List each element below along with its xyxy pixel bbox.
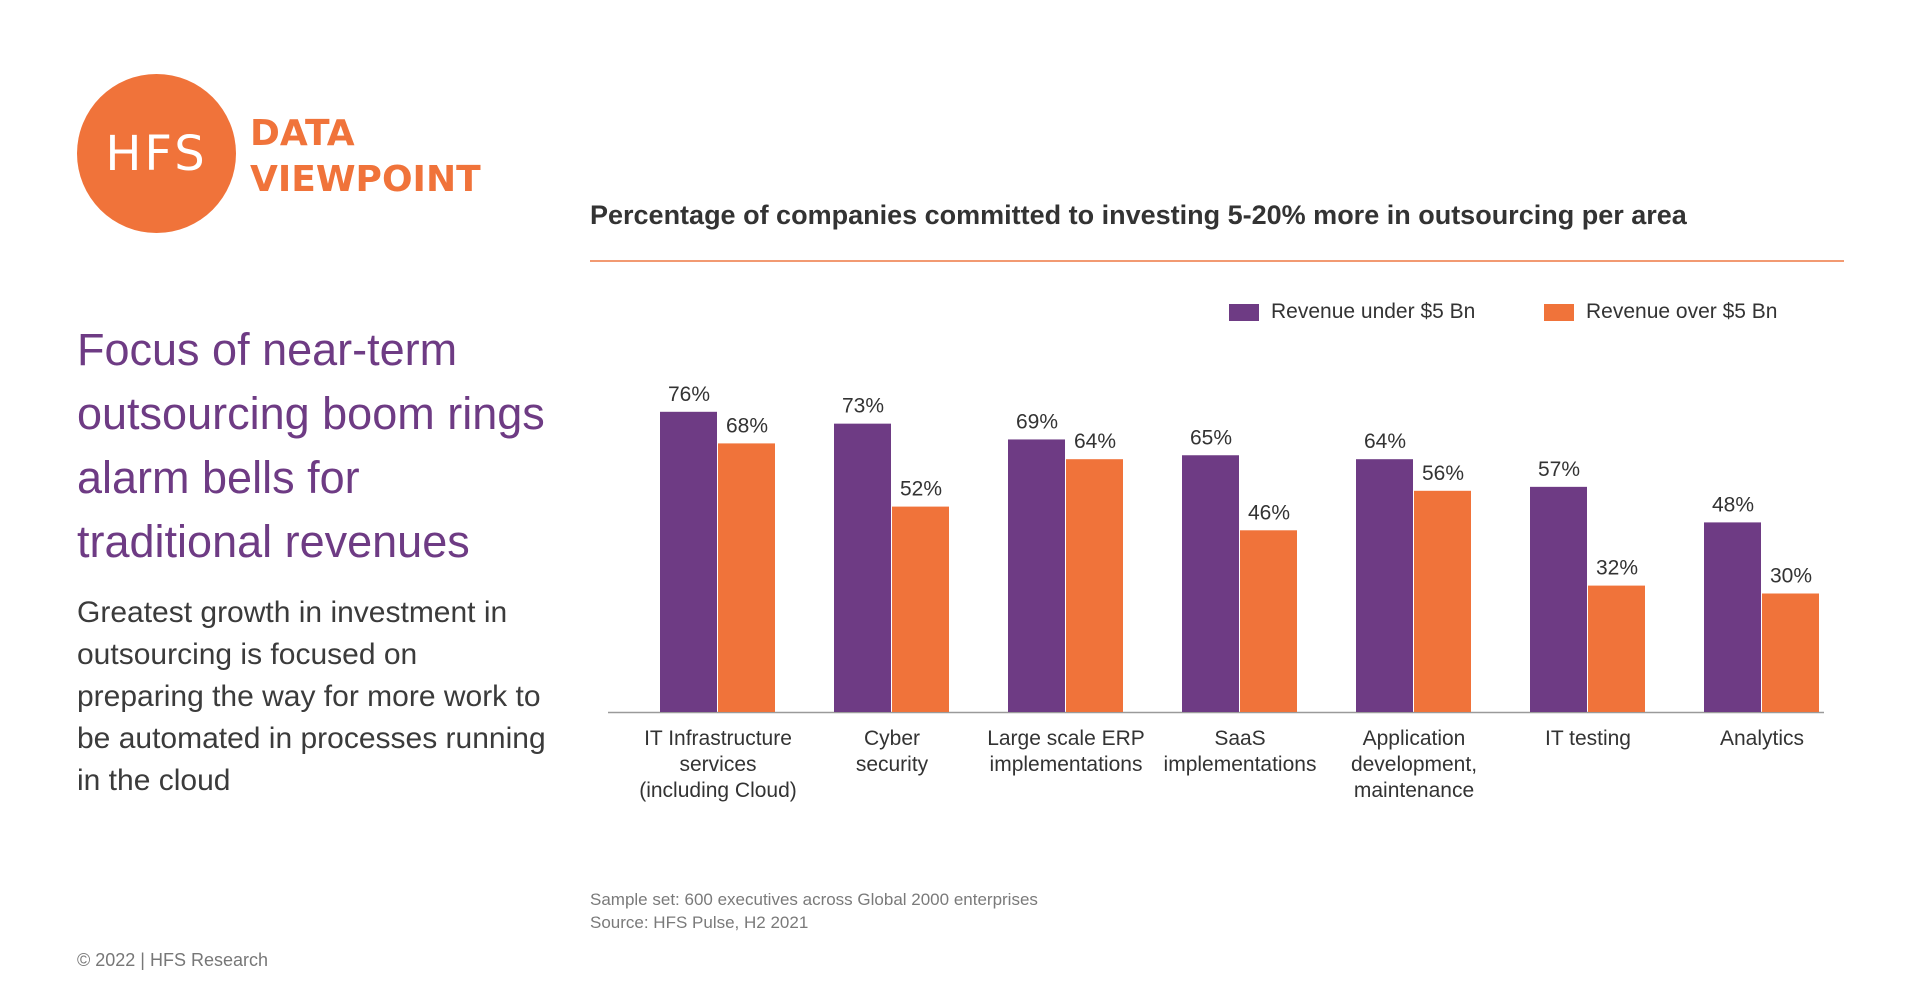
category-label-5-line-0: IT testing xyxy=(1545,727,1631,750)
chart-title: Percentage of companies committed to inv… xyxy=(590,200,1687,230)
source-citation-line: Source: HFS Pulse, H2 2021 xyxy=(590,913,809,932)
legend-label-under-5bn: Revenue under $5 Bn xyxy=(1271,300,1476,323)
value-label-over-5bn-3: 46% xyxy=(1248,501,1290,524)
source-sample-line: Sample set: 600 executives across Global… xyxy=(590,890,1038,909)
category-label-3-line-0: SaaS xyxy=(1214,727,1265,750)
page-subtext: Greatest growth in investment in outsour… xyxy=(77,596,546,797)
category-label-0-line-2: (including Cloud) xyxy=(639,779,797,802)
category-label-4-line-2: maintenance xyxy=(1354,779,1474,802)
bar-over-5bn-1 xyxy=(892,506,949,712)
value-label-under-5bn-6: 48% xyxy=(1712,493,1754,516)
bar-under-5bn-2 xyxy=(1008,439,1065,712)
value-label-under-5bn-1: 73% xyxy=(842,395,884,418)
bar-chart: 76% 68% IT Infrastructure services (includin… xyxy=(608,383,1824,802)
category-label-1-line-1: security xyxy=(856,753,929,776)
category-label-4-line-1: development, xyxy=(1351,753,1477,776)
value-label-under-5bn-0: 76% xyxy=(668,383,710,406)
bar-under-5bn-6 xyxy=(1704,522,1761,712)
title-divider xyxy=(590,260,1844,262)
category-label-6-line-0: Analytics xyxy=(1720,727,1804,750)
category-label-2-line-0: Large scale ERP xyxy=(987,727,1145,750)
value-label-under-5bn-3: 65% xyxy=(1190,426,1232,449)
page-headline: Focus of near-term outsourcing boom ring… xyxy=(77,324,545,567)
bar-under-5bn-3 xyxy=(1182,455,1239,712)
bar-under-5bn-0 xyxy=(660,411,717,712)
category-label-0-line-1: services xyxy=(679,753,756,776)
value-label-under-5bn-5: 57% xyxy=(1538,458,1580,481)
logo-tagline-line2: VIEWPOINT xyxy=(250,159,481,200)
value-label-over-5bn-6: 30% xyxy=(1770,565,1812,588)
legend-swatch-purple xyxy=(1229,303,1259,321)
logo-tagline-line1: DATA xyxy=(250,113,355,154)
bar-over-5bn-5 xyxy=(1588,585,1645,712)
category-label-0-line-0: IT Infrastructure xyxy=(644,727,792,750)
bar-over-5bn-6 xyxy=(1762,593,1819,712)
bar-under-5bn-1 xyxy=(834,423,891,712)
value-label-over-5bn-5: 32% xyxy=(1596,557,1638,580)
hfs-logo-mark: HFS xyxy=(105,125,208,182)
legend-swatch-orange xyxy=(1544,303,1574,321)
category-label-2-line-1: implementations xyxy=(990,753,1143,776)
category-label-3-line-1: implementations xyxy=(1164,753,1317,776)
legend-label-over-5bn: Revenue over $5 Bn xyxy=(1586,300,1778,323)
bar-under-5bn-5 xyxy=(1530,486,1587,712)
bar-under-5bn-4 xyxy=(1356,459,1413,712)
value-label-under-5bn-4: 64% xyxy=(1364,430,1406,453)
legend-item-under-5bn: Revenue under $5 Bn xyxy=(1229,300,1475,324)
bar-over-5bn-2 xyxy=(1066,459,1123,712)
copyright-footer: © 2022 | HFS Research xyxy=(77,950,269,970)
source-note: Sample set: 600 executives across Global… xyxy=(590,888,1038,934)
value-label-over-5bn-4: 56% xyxy=(1422,462,1464,485)
bar-over-5bn-4 xyxy=(1414,490,1471,712)
value-label-over-5bn-2: 64% xyxy=(1074,430,1116,453)
logo-tagline: DATA VIEWPOINT xyxy=(250,111,481,203)
legend-item-over-5bn: Revenue over $5 Bn xyxy=(1544,300,1777,324)
bar-over-5bn-0 xyxy=(718,443,775,712)
value-label-under-5bn-2: 69% xyxy=(1016,410,1058,433)
category-label-4-line-0: Application xyxy=(1363,727,1466,750)
bar-over-5bn-3 xyxy=(1240,530,1297,712)
category-label-1-line-0: Cyber xyxy=(864,727,920,750)
hfs-logo: HFS xyxy=(77,74,236,233)
value-label-over-5bn-0: 68% xyxy=(726,414,768,437)
value-label-over-5bn-1: 52% xyxy=(900,478,942,501)
